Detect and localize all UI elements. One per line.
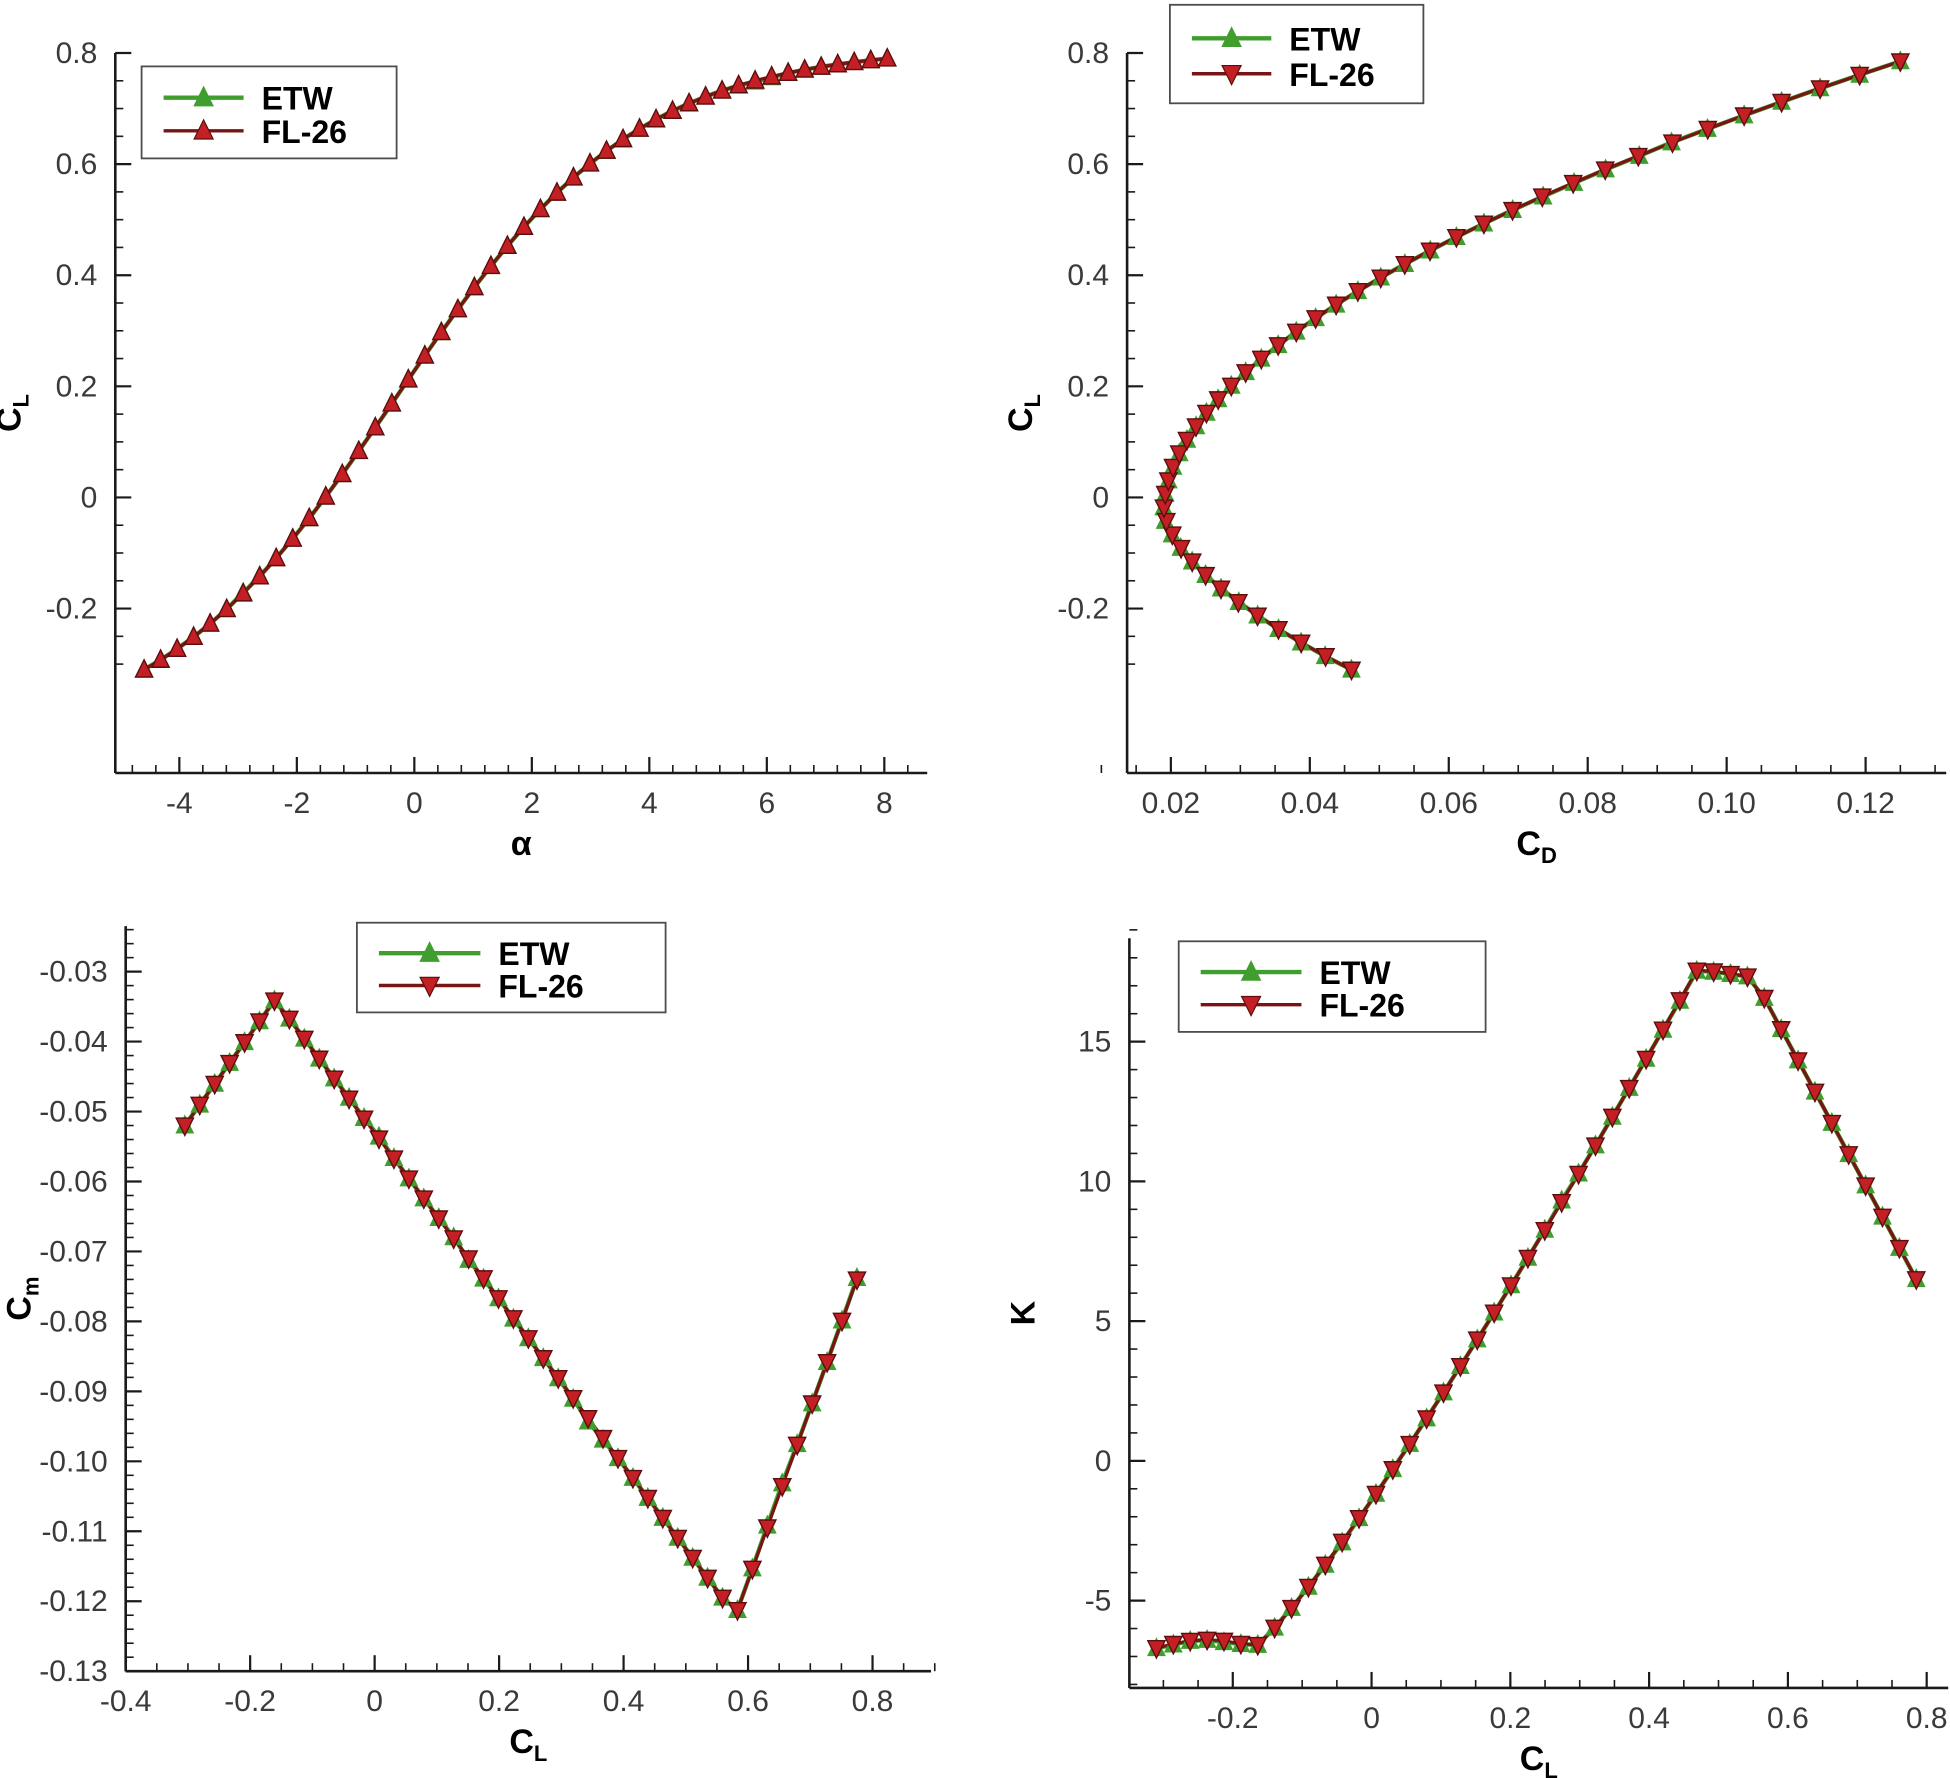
svg-text:0.8: 0.8 [1067, 37, 1109, 70]
svg-text:0.06: 0.06 [1420, 787, 1478, 820]
svg-text:-0.05: -0.05 [39, 1096, 107, 1129]
svg-text:-0.12: -0.12 [39, 1585, 107, 1618]
svg-text:0.8: 0.8 [852, 1685, 894, 1718]
svg-text:0.4: 0.4 [56, 259, 98, 292]
svg-text:0.2: 0.2 [478, 1685, 520, 1718]
svg-text:0.8: 0.8 [1906, 1702, 1948, 1735]
svg-text:-2: -2 [283, 787, 310, 820]
svg-text:-0.2: -0.2 [224, 1685, 276, 1718]
svg-text:0: 0 [81, 481, 98, 514]
svg-text:-0.03: -0.03 [39, 956, 107, 989]
svg-text:0: 0 [1095, 1445, 1112, 1478]
svg-text:0.10: 0.10 [1697, 787, 1755, 820]
svg-text:-0.10: -0.10 [39, 1445, 107, 1478]
svg-text:0: 0 [366, 1685, 383, 1718]
svg-text:0.4: 0.4 [1067, 259, 1109, 292]
svg-text:8: 8 [876, 787, 893, 820]
svg-text:0.08: 0.08 [1559, 787, 1617, 820]
svg-text:FL-26: FL-26 [1289, 57, 1374, 93]
svg-text:15: 15 [1078, 1026, 1111, 1059]
svg-text:0: 0 [1363, 1702, 1380, 1735]
svg-text:0.6: 0.6 [1067, 148, 1109, 181]
svg-text:α: α [511, 825, 532, 863]
svg-text:ETW: ETW [1289, 21, 1361, 57]
svg-text:0.6: 0.6 [727, 1685, 769, 1718]
svg-text:ETW: ETW [498, 936, 570, 972]
svg-text:0.4: 0.4 [603, 1685, 645, 1718]
svg-text:ETW: ETW [1319, 955, 1391, 991]
svg-text:-0.08: -0.08 [39, 1305, 107, 1338]
svg-text:-4: -4 [166, 787, 193, 820]
svg-text:0.2: 0.2 [56, 370, 98, 403]
svg-text:-0.13: -0.13 [39, 1655, 107, 1688]
svg-text:0.12: 0.12 [1836, 787, 1894, 820]
svg-text:4: 4 [641, 787, 658, 820]
svg-text:-0.06: -0.06 [39, 1166, 107, 1199]
svg-text:0.8: 0.8 [56, 37, 98, 70]
svg-text:-0.09: -0.09 [39, 1375, 107, 1408]
svg-text:FL-26: FL-26 [1319, 988, 1404, 1024]
svg-text:FL-26: FL-26 [262, 114, 347, 150]
svg-text:FL-26: FL-26 [498, 968, 583, 1004]
svg-text:0.02: 0.02 [1142, 787, 1200, 820]
svg-text:-0.2: -0.2 [46, 593, 98, 626]
svg-text:-0.2: -0.2 [1207, 1702, 1259, 1735]
svg-text:0.2: 0.2 [1067, 370, 1109, 403]
svg-text:-0.11: -0.11 [42, 1515, 108, 1548]
svg-text:6: 6 [758, 787, 775, 820]
svg-text:-0.04: -0.04 [39, 1026, 107, 1059]
svg-text:ETW: ETW [262, 81, 334, 117]
svg-text:0.6: 0.6 [56, 148, 98, 181]
svg-text:5: 5 [1095, 1305, 1112, 1338]
svg-text:0.6: 0.6 [1767, 1702, 1809, 1735]
svg-text:0: 0 [1092, 481, 1109, 514]
svg-text:2: 2 [523, 787, 540, 820]
svg-text:-0.2: -0.2 [1057, 593, 1109, 626]
svg-text:-5: -5 [1085, 1585, 1112, 1618]
svg-text:0.4: 0.4 [1628, 1702, 1670, 1735]
svg-text:K: K [1004, 1300, 1042, 1325]
svg-text:0.04: 0.04 [1281, 787, 1339, 820]
svg-text:0.2: 0.2 [1489, 1702, 1531, 1735]
svg-text:-0.4: -0.4 [100, 1685, 152, 1718]
svg-text:10: 10 [1078, 1165, 1111, 1198]
svg-text:-0.07: -0.07 [39, 1235, 107, 1268]
svg-text:0: 0 [406, 787, 423, 820]
